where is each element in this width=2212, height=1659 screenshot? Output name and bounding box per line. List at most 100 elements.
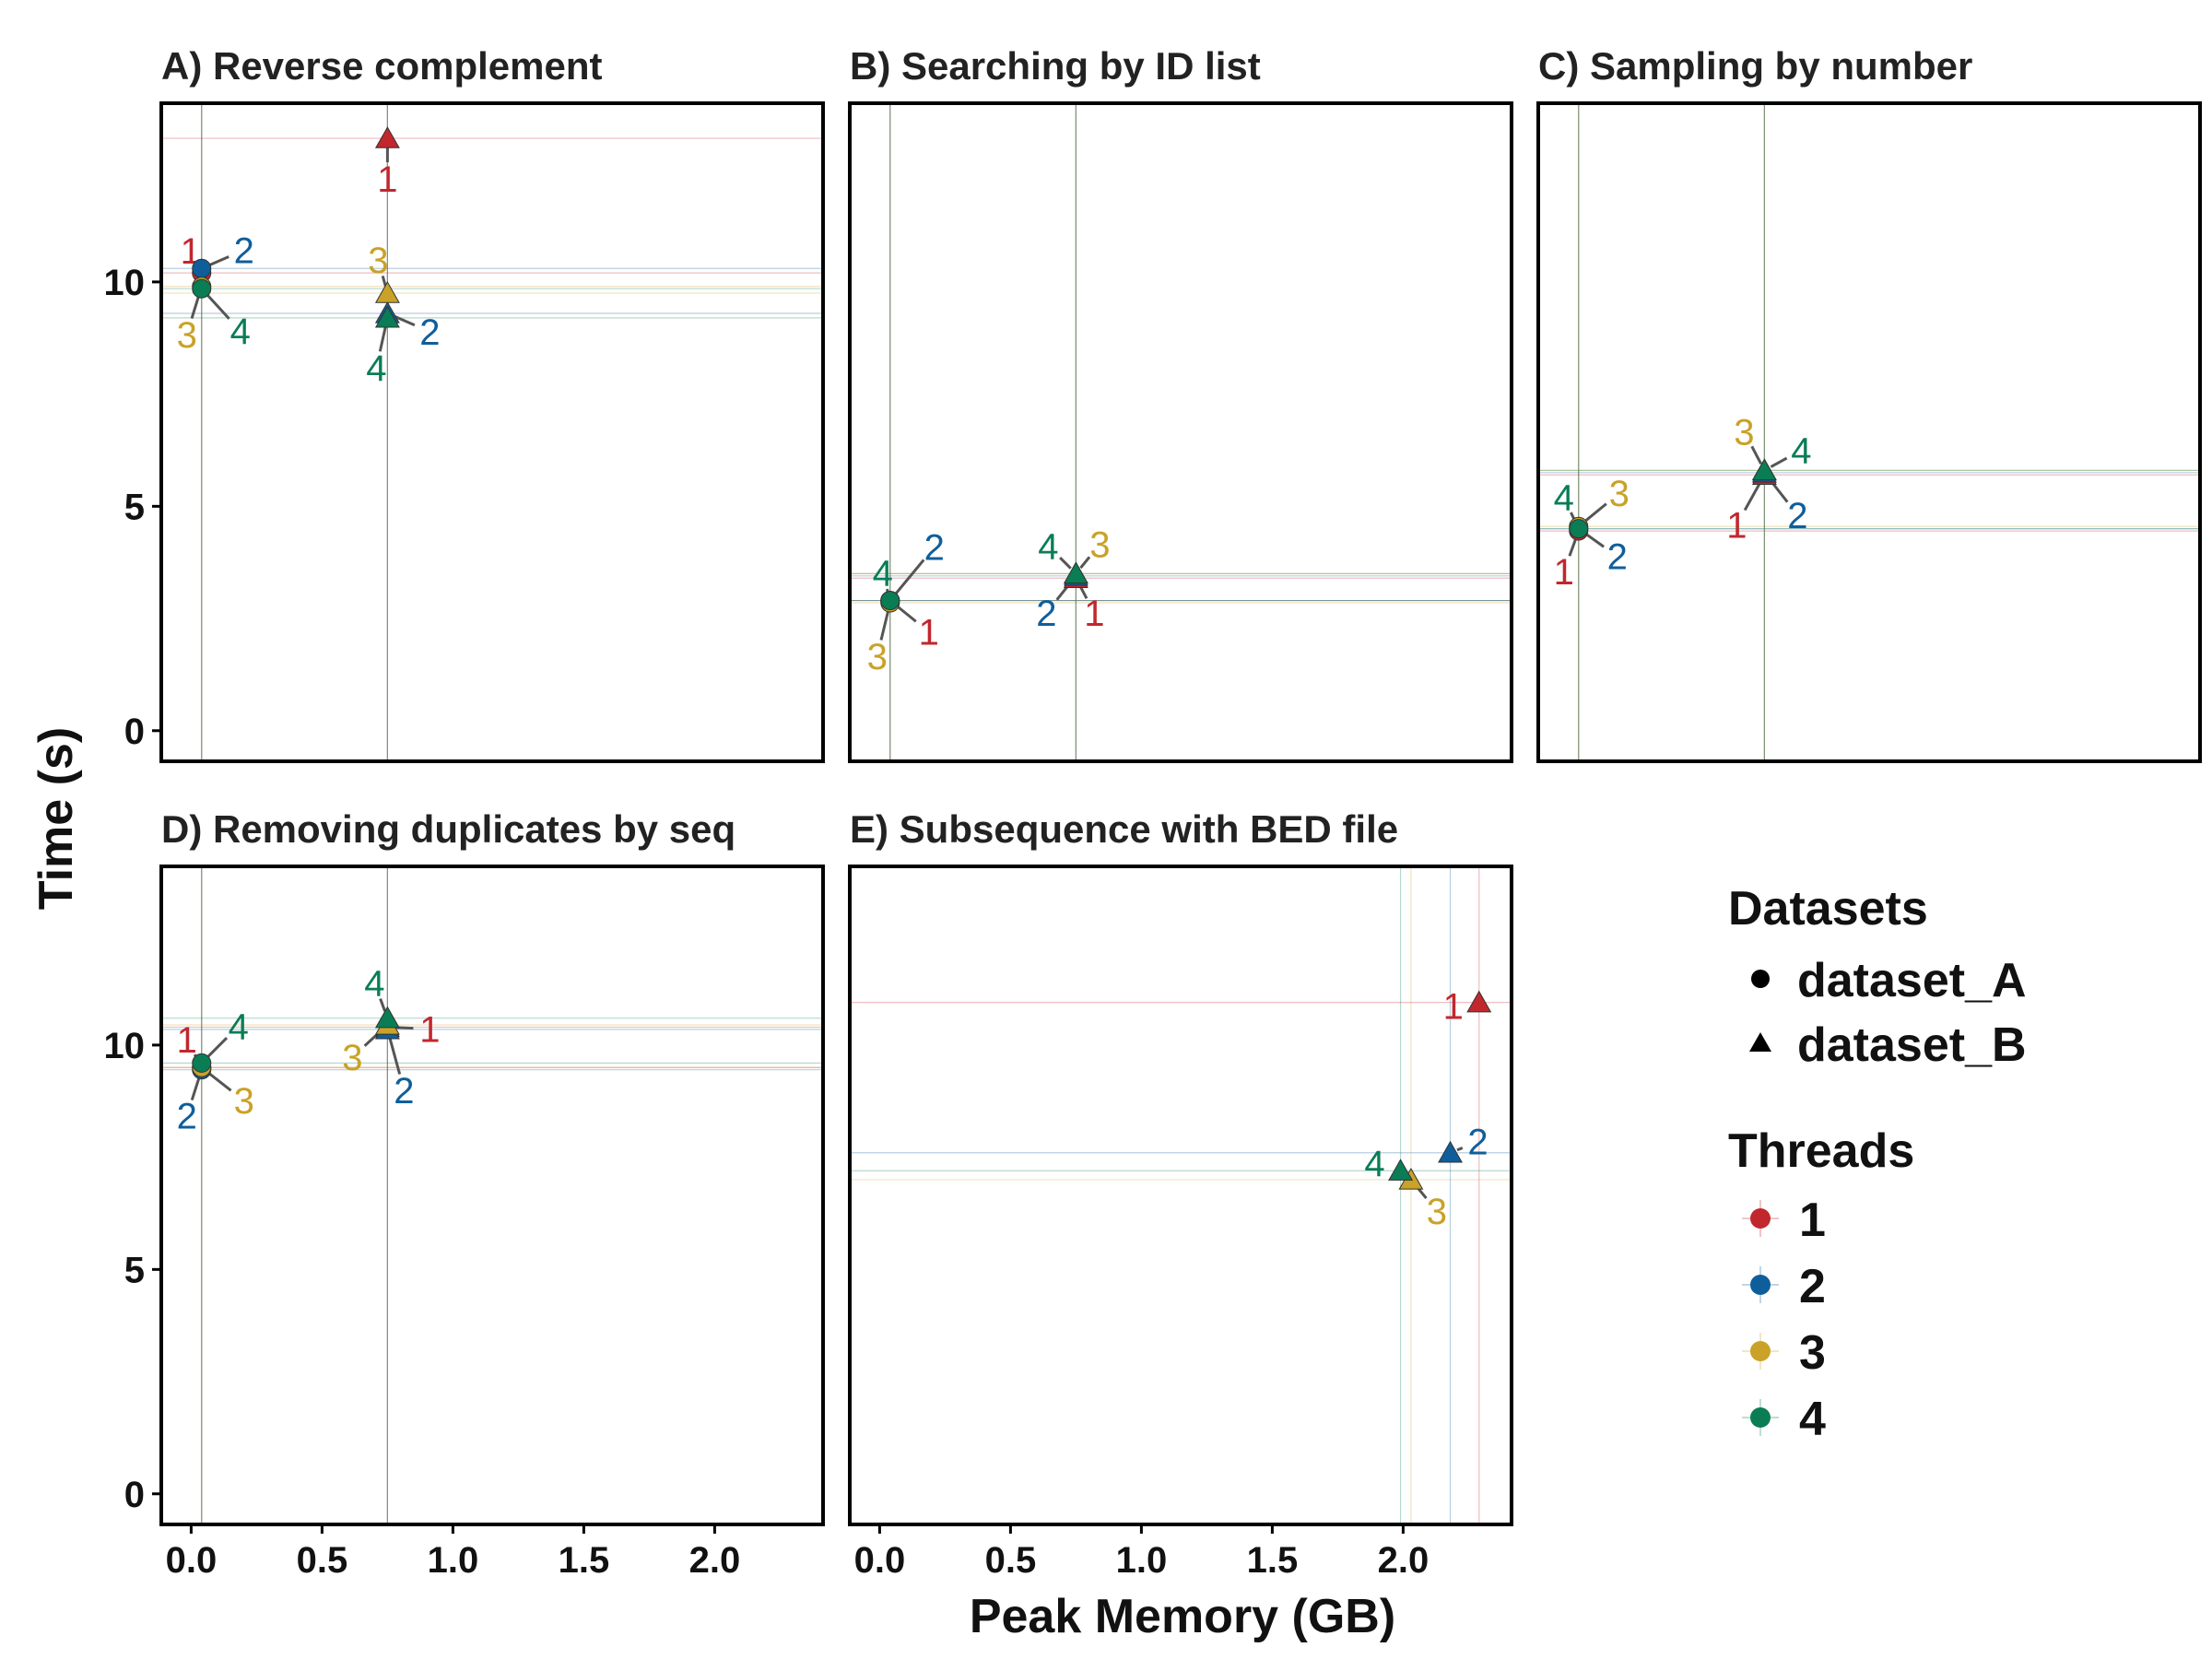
point-label-dataset_A-t4: 4 <box>229 1006 249 1047</box>
point-label-dataset_A-t2: 2 <box>924 528 945 569</box>
x-tick-label: 0.0 <box>166 1540 218 1581</box>
point-label-dataset_B-t1: 1 <box>1084 594 1104 634</box>
panel-title: B) Searching by ID list <box>850 44 1261 88</box>
legend-datasets-title: Datasets <box>1728 882 1928 935</box>
legend-dataset-a-label: dataset_A <box>1797 954 2027 1007</box>
x-tick-label: 2.0 <box>1378 1540 1430 1581</box>
x-tick-label: 1.5 <box>1247 1540 1299 1581</box>
leader-line-dataset_B-t2 <box>388 1036 402 1075</box>
panel-title: C) Sampling by number <box>1538 44 1972 88</box>
point-dataset_B-t3 <box>374 281 400 303</box>
leader-line-dataset_B-t1 <box>1743 480 1762 512</box>
leader-line-dataset_A-t2 <box>893 559 925 596</box>
point-label-dataset_B-t3: 3 <box>1734 412 1754 453</box>
legend-dataset-a-circle <box>1751 970 1770 988</box>
point-label-dataset_A-t3: 3 <box>177 315 197 356</box>
point-dataset_B-t1 <box>374 126 400 148</box>
y-tick-label: 5 <box>124 1250 145 1290</box>
panel-title: D) Removing duplicates by seq <box>161 807 735 851</box>
point-dataset_B-t1 <box>1466 990 1492 1013</box>
leader-line-dataset_A-t3 <box>206 1070 232 1092</box>
legend: Datasets dataset_A dataset_B Threads 1 2 3… <box>1728 882 2027 1446</box>
point-dataset_A-t4 <box>192 278 212 299</box>
x-tick-label: 1.0 <box>1116 1540 1168 1581</box>
point-dataset_B-t4 <box>1751 458 1777 481</box>
leader-line-dataset_B-t3 <box>1750 445 1763 465</box>
legend-threads-title: Threads <box>1728 1124 1914 1178</box>
leader-line-dataset_A-t4 <box>206 293 230 320</box>
leader-line-dataset_B-t4 <box>379 998 387 1012</box>
panel-title: A) Reverse complement <box>161 44 603 88</box>
point-label-dataset_B-t3: 3 <box>368 241 388 281</box>
leader-line-dataset_A-t4 <box>206 1037 229 1059</box>
point-label-dataset_B-t2: 2 <box>419 312 440 353</box>
point-label-dataset_B-t3: 3 <box>1427 1192 1447 1232</box>
y-tick-label: 5 <box>124 487 145 527</box>
point-label-dataset_A-t3: 3 <box>867 637 888 677</box>
point-label-dataset_A-t3: 3 <box>234 1081 254 1122</box>
x-tick-label: 1.0 <box>428 1540 479 1581</box>
point-dataset_B-t4 <box>1388 1159 1414 1181</box>
legend-thread-label-2: 2 <box>1799 1260 1826 1313</box>
panel-frame <box>848 101 1513 763</box>
panel-5: E) Subsequence with BED file 1 23 4 0.0 0.5 1.… <box>848 807 1513 1581</box>
legend-thread-marker-3 <box>1750 1341 1771 1361</box>
point-label-dataset_B-t2: 2 <box>1467 1123 1488 1163</box>
point-dataset_B-t2 <box>1438 1140 1463 1163</box>
point-label-dataset_B-t1: 1 <box>1443 987 1464 1028</box>
leader-line-dataset_B-t4 <box>1059 557 1072 570</box>
leader-line-dataset_A-t2 <box>1583 532 1605 548</box>
point-label-dataset_A-t1: 1 <box>1554 552 1574 593</box>
point-label-dataset_B-t2: 2 <box>1036 594 1056 634</box>
point-dataset_A-t4 <box>1569 519 1589 539</box>
x-axis-title: Peak Memory (GB) <box>970 1590 1395 1643</box>
point-label-dataset_B-t2: 2 <box>1787 496 1807 536</box>
leader-line-dataset_B-t2 <box>1456 1147 1464 1152</box>
leader-line-dataset_B-t4 <box>1770 456 1788 468</box>
point-label-dataset_B-t4: 4 <box>1364 1144 1384 1184</box>
point-label-dataset_A-t2: 2 <box>177 1097 197 1137</box>
legend-thread-marker-1 <box>1750 1208 1771 1229</box>
point-label-dataset_A-t4: 4 <box>1554 478 1574 519</box>
point-label-dataset_A-t2: 2 <box>234 230 254 271</box>
legend-threads: 1 2 3 4 <box>1742 1194 1826 1446</box>
leader-line-dataset_A-t1 <box>1568 537 1578 557</box>
y-tick-label: 10 <box>104 263 146 303</box>
leader-line-dataset_B-t3 <box>381 276 387 287</box>
point-dataset_A-t2 <box>192 258 212 278</box>
legend-thread-label-3: 3 <box>1799 1326 1826 1380</box>
panel-frame <box>1536 101 2202 763</box>
point-label-dataset_B-t2: 2 <box>394 1071 414 1112</box>
point-label-dataset_B-t1: 1 <box>1726 505 1747 546</box>
point-label-dataset_A-t4: 4 <box>873 554 893 594</box>
point-dataset_B-t4 <box>374 305 400 328</box>
point-dataset_B-t4 <box>374 1006 400 1029</box>
point-label-dataset_A-t4: 4 <box>230 312 251 352</box>
point-label-dataset_B-t3: 3 <box>342 1038 362 1078</box>
y-tick-label: 0 <box>124 1475 145 1515</box>
leader-line-dataset_A-t3 <box>879 609 890 641</box>
x-tick-label: 0.5 <box>297 1540 348 1581</box>
point-label-dataset_A-t1: 1 <box>919 613 939 653</box>
point-label-dataset_B-t4: 4 <box>364 964 384 1005</box>
leader-line-dataset_A-t2 <box>190 1076 201 1100</box>
panel-frame <box>159 101 825 763</box>
legend-dataset-b-label: dataset_B <box>1797 1018 2027 1072</box>
x-tick-label: 1.5 <box>559 1540 610 1581</box>
x-tick-label: 2.0 <box>689 1540 741 1581</box>
legend-thread-marker-4 <box>1750 1407 1771 1428</box>
leader-line-dataset_B-t3 <box>1079 556 1091 570</box>
point-dataset_B-t4 <box>1063 561 1088 584</box>
y-tick-label: 0 <box>124 712 145 752</box>
leader-line-dataset_B-t2 <box>394 314 416 327</box>
legend-thread-label-4: 4 <box>1799 1393 1826 1446</box>
point-label-dataset_B-t4: 4 <box>1791 430 1811 471</box>
